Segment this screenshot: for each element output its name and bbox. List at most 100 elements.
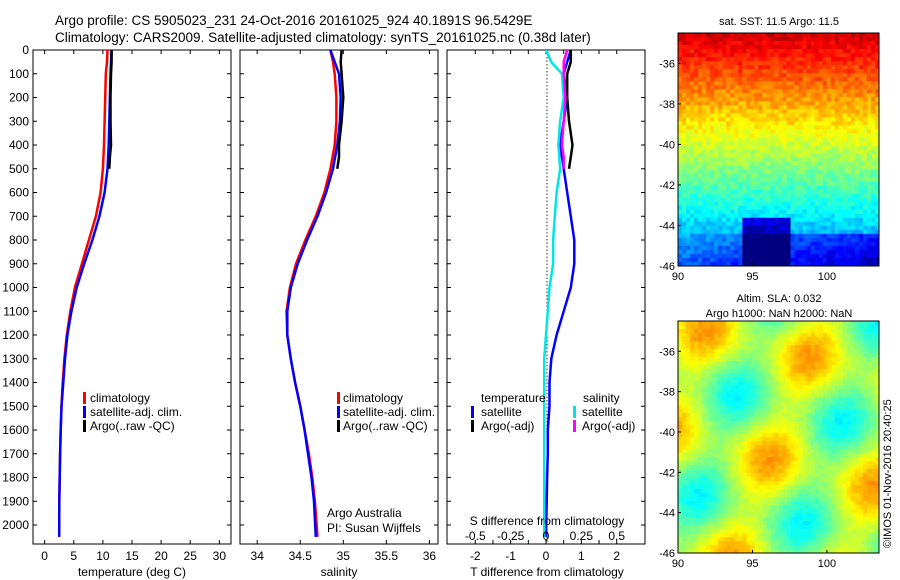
map-cell bbox=[726, 209, 731, 215]
map-cell bbox=[746, 445, 751, 450]
map-cell bbox=[774, 253, 779, 259]
map-cell bbox=[802, 321, 808, 326]
map-cell bbox=[870, 77, 876, 82]
map-cell bbox=[738, 205, 743, 211]
map-cell bbox=[842, 337, 848, 342]
map-cell bbox=[698, 325, 703, 330]
map-cell bbox=[810, 125, 816, 130]
map-cell bbox=[774, 229, 779, 235]
map-cell bbox=[870, 61, 876, 66]
map-cell bbox=[786, 221, 791, 227]
map-cell bbox=[710, 189, 715, 195]
map-cell bbox=[826, 241, 832, 247]
map-cell bbox=[798, 361, 804, 366]
map-cell bbox=[790, 333, 795, 338]
map-cell bbox=[862, 69, 868, 74]
map-cell bbox=[874, 457, 880, 462]
map-cell bbox=[834, 349, 840, 354]
map-cell bbox=[814, 441, 820, 446]
map-cell bbox=[706, 437, 711, 442]
map-cell bbox=[806, 121, 812, 126]
map-cell bbox=[770, 401, 775, 406]
map-cell bbox=[842, 369, 848, 374]
map-cell bbox=[766, 377, 771, 382]
map-cell bbox=[774, 209, 779, 215]
map-cell bbox=[830, 197, 836, 203]
map-cell bbox=[822, 449, 828, 454]
map-cell bbox=[818, 461, 824, 466]
map-cell bbox=[718, 249, 723, 255]
map-cell bbox=[770, 149, 775, 154]
map-cell bbox=[706, 81, 711, 86]
map-cell bbox=[854, 57, 860, 62]
map-cell bbox=[762, 413, 767, 418]
map-cell bbox=[694, 145, 699, 150]
map-cell bbox=[698, 153, 703, 158]
map-cell bbox=[854, 205, 860, 211]
map-cell bbox=[870, 37, 876, 42]
map-cell bbox=[690, 241, 695, 247]
map-cell bbox=[798, 253, 804, 259]
map-cell bbox=[710, 261, 715, 267]
map-cell bbox=[814, 433, 820, 438]
map-cell bbox=[682, 349, 687, 354]
map-cell bbox=[866, 261, 872, 267]
map-cell bbox=[838, 333, 844, 338]
map-cell bbox=[850, 45, 856, 50]
map-cell bbox=[758, 65, 763, 70]
map-cell bbox=[758, 373, 763, 378]
map-cell bbox=[814, 461, 820, 466]
map-cell bbox=[766, 449, 771, 454]
map-cell bbox=[834, 425, 840, 430]
map-cell bbox=[850, 105, 856, 110]
map-cell bbox=[814, 409, 820, 414]
map-cell bbox=[854, 361, 860, 366]
map-cell bbox=[730, 337, 735, 342]
map-cell bbox=[834, 69, 840, 74]
map-cell bbox=[722, 213, 727, 219]
map-cell bbox=[698, 413, 703, 418]
map-cell bbox=[678, 433, 683, 438]
map-cell bbox=[694, 325, 699, 330]
map-cell bbox=[686, 81, 691, 86]
map-cell bbox=[730, 225, 735, 231]
map-cell bbox=[798, 101, 804, 106]
map-cell bbox=[826, 157, 832, 162]
map-cell bbox=[726, 429, 731, 434]
map-cell bbox=[698, 149, 703, 154]
map-cell bbox=[742, 225, 747, 231]
map-cell bbox=[686, 185, 691, 191]
map-cell bbox=[838, 145, 844, 150]
map-cell bbox=[742, 89, 747, 94]
map-cell bbox=[870, 357, 876, 362]
map-cell bbox=[710, 321, 715, 326]
map-cell bbox=[842, 157, 848, 162]
map-cell bbox=[814, 353, 820, 358]
map-cell bbox=[774, 37, 779, 42]
map-cell bbox=[710, 397, 715, 402]
map-cell bbox=[782, 229, 787, 235]
map-cell bbox=[778, 197, 783, 203]
map-cell bbox=[822, 173, 828, 179]
map-cell bbox=[694, 205, 699, 211]
map-cell bbox=[802, 353, 808, 358]
map-cell bbox=[814, 369, 820, 374]
map-cell bbox=[706, 57, 711, 62]
map-cell bbox=[806, 181, 812, 187]
map-cell bbox=[782, 109, 787, 114]
map-cell bbox=[686, 41, 691, 46]
map-cell bbox=[870, 49, 876, 54]
map-cell bbox=[798, 137, 804, 142]
map-cell bbox=[786, 45, 791, 50]
map-cell bbox=[810, 85, 816, 90]
map-cell bbox=[830, 445, 836, 450]
map-cell bbox=[842, 389, 848, 394]
sla-map-panel: Altim. SLA: 0.032 Argo h1000: NaN h2000:… bbox=[659, 293, 880, 570]
map-cell bbox=[690, 93, 695, 98]
map-cell bbox=[758, 69, 763, 74]
map-cell bbox=[682, 45, 687, 50]
map-cell bbox=[858, 153, 864, 158]
map-cell bbox=[758, 365, 763, 370]
map-cell bbox=[794, 421, 799, 426]
